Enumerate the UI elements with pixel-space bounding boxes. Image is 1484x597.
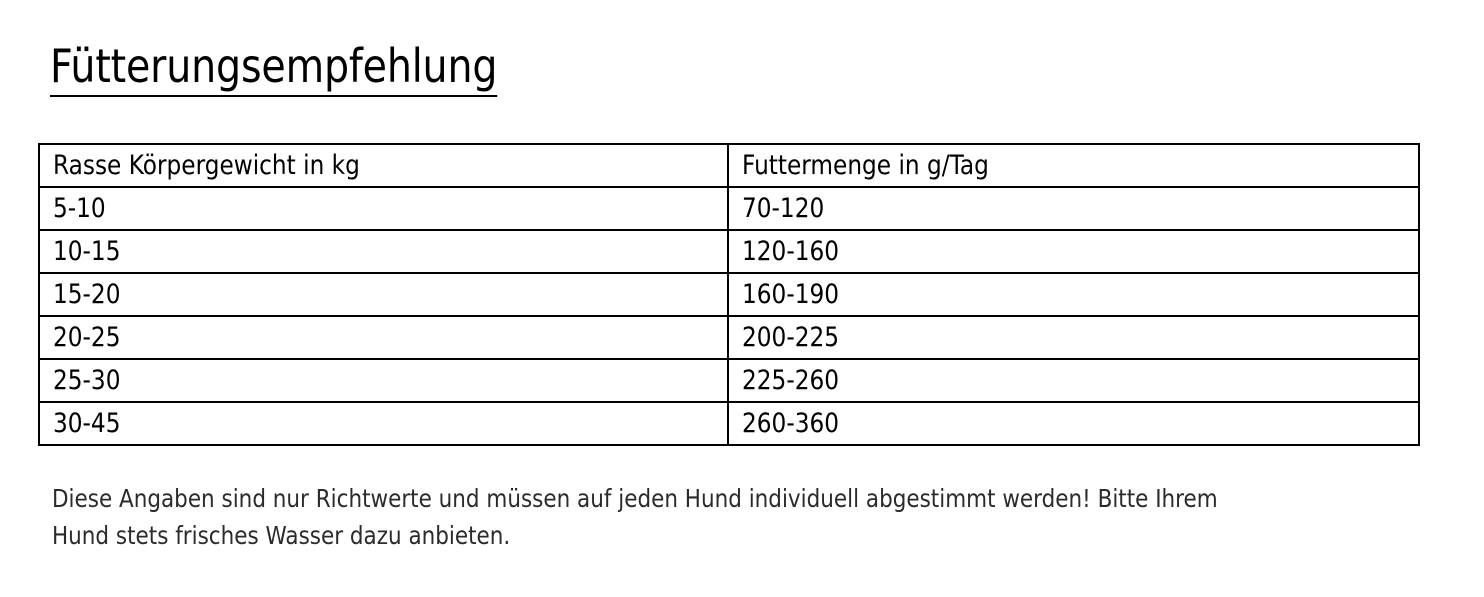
cell-amount-value: 200-225 (742, 322, 840, 353)
cell-amount: 160-190 (727, 272, 1420, 317)
cell-amount: 70-120 (727, 186, 1420, 231)
cell-weight-value: 25-30 (53, 365, 121, 396)
cell-weight-value: 15-20 (53, 279, 121, 310)
feeding-recommendation-table: Rasse Körpergewicht in kg Futtermenge in… (38, 143, 1420, 446)
cell-weight-value: 20-25 (53, 322, 121, 353)
cell-amount: 225-260 (727, 358, 1420, 403)
footnote-line-2: Hund stets frisches Wasser dazu anbieten… (52, 521, 511, 550)
column-header-weight: Rasse Körpergewicht in kg (38, 143, 729, 188)
footnote-text: Diese Angaben sind nur Richtwerte und mü… (52, 480, 1452, 554)
page-title-container: Fütterungsempfehlung (50, 42, 570, 98)
table-row: 30-45 260-360 (38, 401, 1420, 446)
cell-weight: 15-20 (38, 272, 729, 317)
cell-weight: 30-45 (38, 401, 729, 446)
cell-amount-value: 120-160 (742, 236, 840, 267)
cell-weight-value: 30-45 (53, 408, 121, 439)
cell-weight: 10-15 (38, 229, 729, 274)
cell-amount-value: 160-190 (742, 279, 840, 310)
table-row: 20-25 200-225 (38, 315, 1420, 360)
table-header-row: Rasse Körpergewicht in kg Futtermenge in… (38, 143, 1420, 188)
column-header-amount: Futtermenge in g/Tag (727, 143, 1420, 188)
cell-amount-value: 70-120 (742, 193, 825, 224)
cell-weight-value: 10-15 (53, 236, 121, 267)
column-header-weight-label: Rasse Körpergewicht in kg (53, 150, 360, 181)
cell-weight: 25-30 (38, 358, 729, 403)
column-header-amount-label: Futtermenge in g/Tag (742, 150, 989, 181)
footnote-line-1: Diese Angaben sind nur Richtwerte und mü… (52, 484, 1218, 513)
cell-amount: 120-160 (727, 229, 1420, 274)
cell-amount-value: 225-260 (742, 365, 840, 396)
cell-amount-value: 260-360 (742, 408, 840, 439)
cell-weight: 5-10 (38, 186, 729, 231)
cell-amount: 200-225 (727, 315, 1420, 360)
table-body: 5-10 70-120 10-15 120-160 15-20 (38, 186, 1420, 446)
table-row: 5-10 70-120 (38, 186, 1420, 231)
table-header: Rasse Körpergewicht in kg Futtermenge in… (38, 143, 1420, 188)
cell-weight-value: 5-10 (53, 193, 106, 224)
table-row: 10-15 120-160 (38, 229, 1420, 274)
page-title: Fütterungsempfehlung (50, 42, 497, 98)
cell-weight: 20-25 (38, 315, 729, 360)
table-row: 15-20 160-190 (38, 272, 1420, 317)
cell-amount: 260-360 (727, 401, 1420, 446)
table-row: 25-30 225-260 (38, 358, 1420, 403)
